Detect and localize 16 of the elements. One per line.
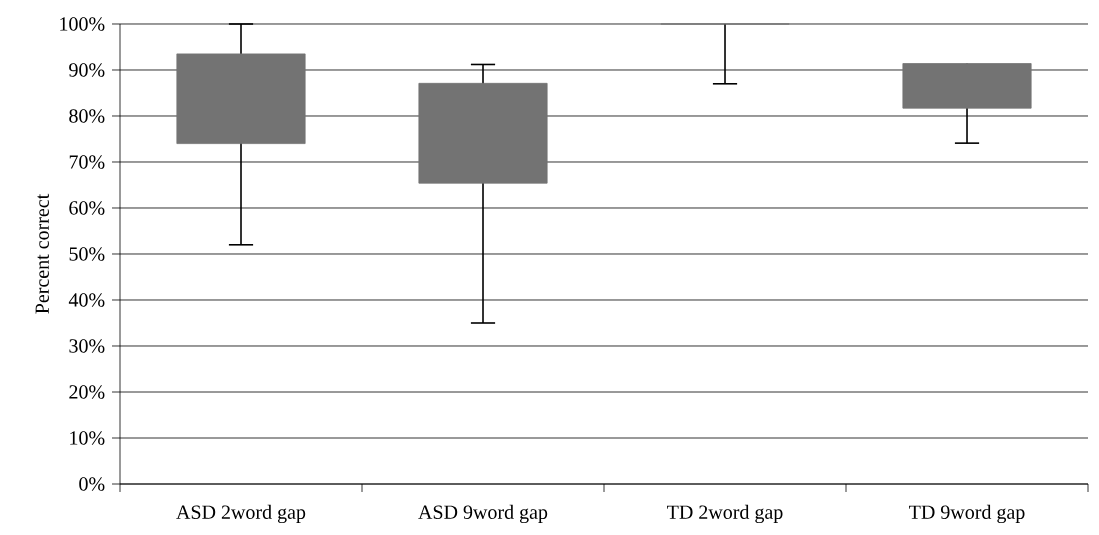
x-tick-label: ASD 2word gap [176,504,306,524]
x-tick-label: ASD 9word gap [418,504,548,524]
y-tick-label: 0% [79,477,105,491]
y-axis-title: Percent correct [35,193,49,314]
x-tick-label: TD 2word gap [667,504,783,524]
x-tick-label: TD 9word gap [909,504,1025,524]
y-tick-label: 100% [60,17,105,31]
y-tick-label: 70% [69,155,105,169]
y-tick-label: 60% [69,201,105,215]
y-tick-label: 10% [70,431,105,445]
y-tick-label: 20% [69,385,105,399]
y-tick-label: 80% [69,109,105,123]
y-tick-label: 90% [69,63,105,77]
y-tick-label: 40% [68,293,105,307]
y-tick-label: 30% [69,339,105,353]
y-tick-label: 50% [69,247,105,261]
